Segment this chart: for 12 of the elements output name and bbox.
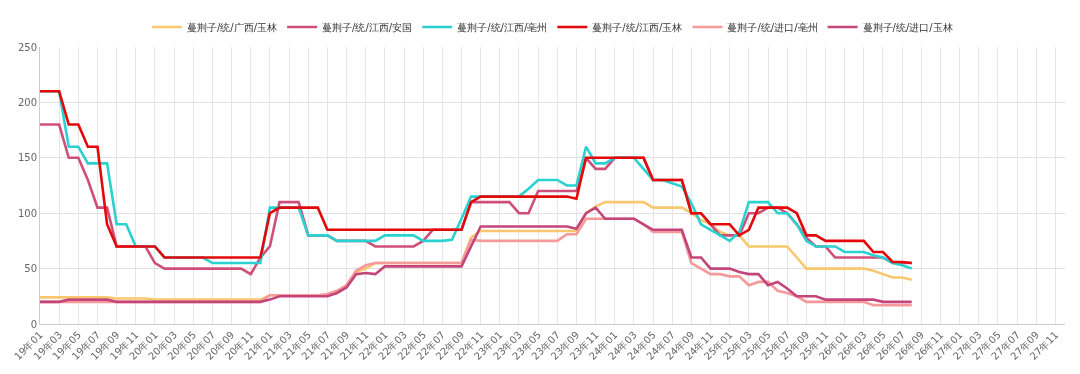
y-tick-label: 250 (17, 41, 37, 53)
legend-label: 蔓荆子/统/广西/玉林 (187, 21, 278, 33)
y-tick-label: 50 (24, 263, 37, 275)
legend-label: 蔓荆子/统/进口/玉林 (862, 21, 953, 33)
legend-label: 蔓荆子/统/江西/安国 (322, 21, 413, 33)
y-tick-label: 200 (17, 96, 37, 108)
y-tick-label: 100 (17, 207, 37, 219)
y-tick-label: 150 (17, 152, 37, 164)
y-tick-label: 0 (30, 318, 37, 330)
legend-label: 蔓荆子/统/江西/亳州 (457, 21, 548, 33)
legend-label: 蔓荆子/统/进口/亳州 (727, 21, 818, 33)
legend-label: 蔓荆子/统/江西/玉林 (592, 21, 683, 33)
